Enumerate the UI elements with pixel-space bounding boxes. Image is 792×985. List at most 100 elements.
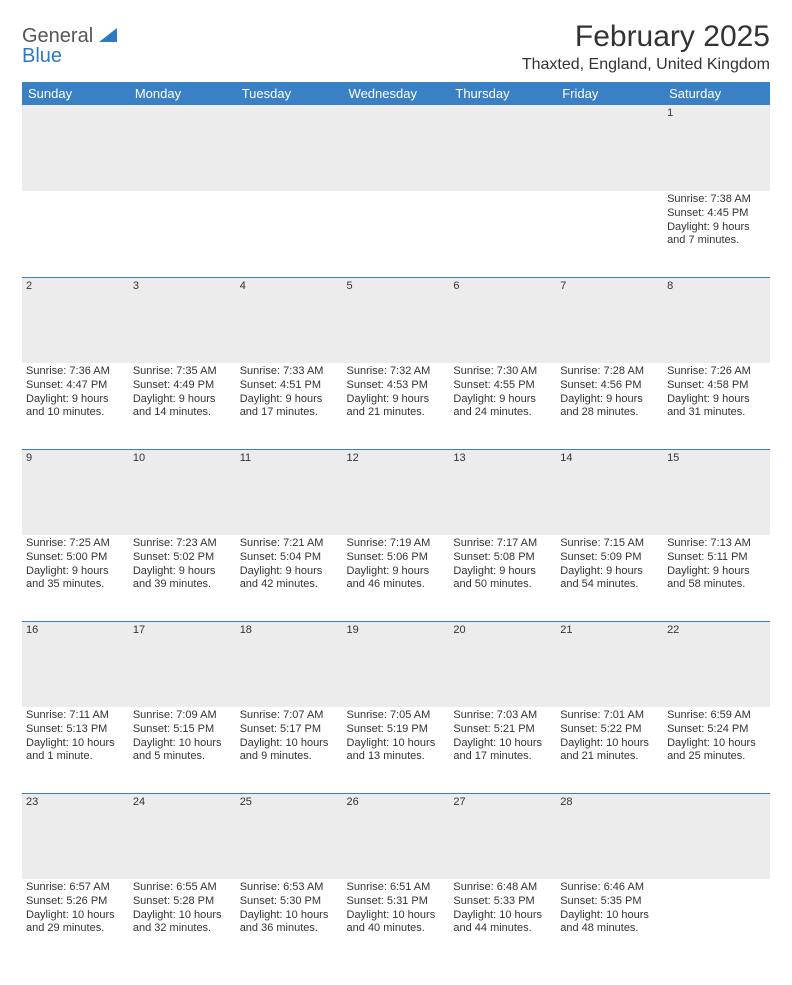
detail-line: Sunset: 4:51 PM: [240, 379, 339, 393]
day-number: 15: [663, 449, 770, 535]
day-details: Sunrise: 6:57 AMSunset: 5:26 PMDaylight:…: [22, 879, 129, 965]
detail-line: Sunset: 5:28 PM: [133, 895, 232, 909]
day-details: Sunrise: 6:59 AMSunset: 5:24 PMDaylight:…: [663, 707, 770, 793]
detail-line: Sunset: 5:04 PM: [240, 551, 339, 565]
detail-line: Sunset: 5:11 PM: [667, 551, 766, 565]
detail-line: Sunrise: 7:23 AM: [133, 537, 232, 551]
detail-line: Daylight: 9 hours and 54 minutes.: [560, 565, 659, 593]
day-number: [22, 105, 129, 191]
day-details: Sunrise: 7:01 AMSunset: 5:22 PMDaylight:…: [556, 707, 663, 793]
detail-line: Sunrise: 6:59 AM: [667, 709, 766, 723]
detail-line: Daylight: 10 hours and 5 minutes.: [133, 737, 232, 765]
day-number: 12: [343, 449, 450, 535]
detail-line: Sunrise: 6:51 AM: [347, 881, 446, 895]
logo-text: General Blue: [22, 26, 117, 66]
daynum-row: 16171819202122: [22, 621, 770, 707]
detail-line: Sunrise: 6:57 AM: [26, 881, 125, 895]
detail-line: Sunset: 5:30 PM: [240, 895, 339, 909]
day-number: 26: [343, 793, 450, 879]
detail-line: Daylight: 9 hours and 50 minutes.: [453, 565, 552, 593]
day-details: Sunrise: 7:30 AMSunset: 4:55 PMDaylight:…: [449, 363, 556, 449]
detail-line: Daylight: 10 hours and 48 minutes.: [560, 909, 659, 937]
day-number: 21: [556, 621, 663, 707]
detail-line: Sunrise: 7:03 AM: [453, 709, 552, 723]
day-details: Sunrise: 7:25 AMSunset: 5:00 PMDaylight:…: [22, 535, 129, 621]
day-details: Sunrise: 7:28 AMSunset: 4:56 PMDaylight:…: [556, 363, 663, 449]
detail-line: Daylight: 9 hours and 35 minutes.: [26, 565, 125, 593]
day-number: 8: [663, 277, 770, 363]
detail-line: Sunrise: 7:21 AM: [240, 537, 339, 551]
detail-line: Daylight: 10 hours and 32 minutes.: [133, 909, 232, 937]
weekday-header: Wednesday: [343, 82, 450, 105]
detail-line: Sunrise: 7:26 AM: [667, 365, 766, 379]
detail-line: Sunrise: 7:09 AM: [133, 709, 232, 723]
day-number: 23: [22, 793, 129, 879]
detail-line: Daylight: 9 hours and 14 minutes.: [133, 393, 232, 421]
daynum-row: 232425262728: [22, 793, 770, 879]
day-number: 18: [236, 621, 343, 707]
day-number: 1: [663, 105, 770, 191]
detail-line: Daylight: 9 hours and 24 minutes.: [453, 393, 552, 421]
detail-line: Daylight: 9 hours and 31 minutes.: [667, 393, 766, 421]
detail-line: Sunrise: 7:15 AM: [560, 537, 659, 551]
detail-line: Daylight: 9 hours and 58 minutes.: [667, 565, 766, 593]
day-number: 17: [129, 621, 236, 707]
day-number: [129, 105, 236, 191]
day-details: Sunrise: 6:53 AMSunset: 5:30 PMDaylight:…: [236, 879, 343, 965]
detail-line: Daylight: 9 hours and 7 minutes.: [667, 221, 766, 249]
detail-line: Sunrise: 7:33 AM: [240, 365, 339, 379]
detail-line: Sunset: 5:31 PM: [347, 895, 446, 909]
detail-line: Sunrise: 7:30 AM: [453, 365, 552, 379]
detail-line: Daylight: 9 hours and 46 minutes.: [347, 565, 446, 593]
detail-line: Sunset: 5:19 PM: [347, 723, 446, 737]
day-number: 27: [449, 793, 556, 879]
day-number: 20: [449, 621, 556, 707]
day-number: 14: [556, 449, 663, 535]
detail-line: Sunrise: 7:05 AM: [347, 709, 446, 723]
logo-word-1: General: [22, 25, 93, 47]
detail-line: Sunset: 5:26 PM: [26, 895, 125, 909]
day-number: [663, 793, 770, 879]
daynum-row: 2345678: [22, 277, 770, 363]
day-details: Sunrise: 7:23 AMSunset: 5:02 PMDaylight:…: [129, 535, 236, 621]
detail-line: Sunrise: 7:38 AM: [667, 193, 766, 207]
day-number: 11: [236, 449, 343, 535]
detail-line: Sunrise: 6:55 AM: [133, 881, 232, 895]
weekday-header: Tuesday: [236, 82, 343, 105]
day-number: [556, 105, 663, 191]
detail-line: Daylight: 9 hours and 21 minutes.: [347, 393, 446, 421]
day-details: Sunrise: 6:51 AMSunset: 5:31 PMDaylight:…: [343, 879, 450, 965]
weekday-header: Friday: [556, 82, 663, 105]
weekday-header: Sunday: [22, 82, 129, 105]
detail-line: Sunrise: 7:13 AM: [667, 537, 766, 551]
detail-line: Sunset: 5:08 PM: [453, 551, 552, 565]
detail-line: Sunset: 5:13 PM: [26, 723, 125, 737]
day-details: Sunrise: 7:05 AMSunset: 5:19 PMDaylight:…: [343, 707, 450, 793]
detail-line: Sunrise: 6:46 AM: [560, 881, 659, 895]
detail-line: Sunrise: 7:17 AM: [453, 537, 552, 551]
detail-line: Sunset: 5:35 PM: [560, 895, 659, 909]
day-number: [343, 105, 450, 191]
day-details: [129, 191, 236, 277]
detail-line: Daylight: 9 hours and 42 minutes.: [240, 565, 339, 593]
calendar-table: Sunday Monday Tuesday Wednesday Thursday…: [22, 82, 770, 965]
day-number: 24: [129, 793, 236, 879]
detail-line: Daylight: 10 hours and 1 minute.: [26, 737, 125, 765]
detail-line: Sunrise: 7:28 AM: [560, 365, 659, 379]
day-details: Sunrise: 7:38 AMSunset: 4:45 PMDaylight:…: [663, 191, 770, 277]
detail-line: Sunset: 4:58 PM: [667, 379, 766, 393]
weekday-header: Monday: [129, 82, 236, 105]
detail-line: Sunset: 4:49 PM: [133, 379, 232, 393]
day-details: [663, 879, 770, 965]
day-details: Sunrise: 7:26 AMSunset: 4:58 PMDaylight:…: [663, 363, 770, 449]
day-number: 7: [556, 277, 663, 363]
calendar-page: General Blue February 2025 Thaxted, Engl…: [0, 0, 792, 985]
detail-line: Daylight: 10 hours and 13 minutes.: [347, 737, 446, 765]
day-details: Sunrise: 7:19 AMSunset: 5:06 PMDaylight:…: [343, 535, 450, 621]
day-details: Sunrise: 7:03 AMSunset: 5:21 PMDaylight:…: [449, 707, 556, 793]
logo-word-2: Blue: [22, 45, 62, 67]
day-number: 16: [22, 621, 129, 707]
day-details: Sunrise: 7:35 AMSunset: 4:49 PMDaylight:…: [129, 363, 236, 449]
day-number: 25: [236, 793, 343, 879]
day-number: 4: [236, 277, 343, 363]
